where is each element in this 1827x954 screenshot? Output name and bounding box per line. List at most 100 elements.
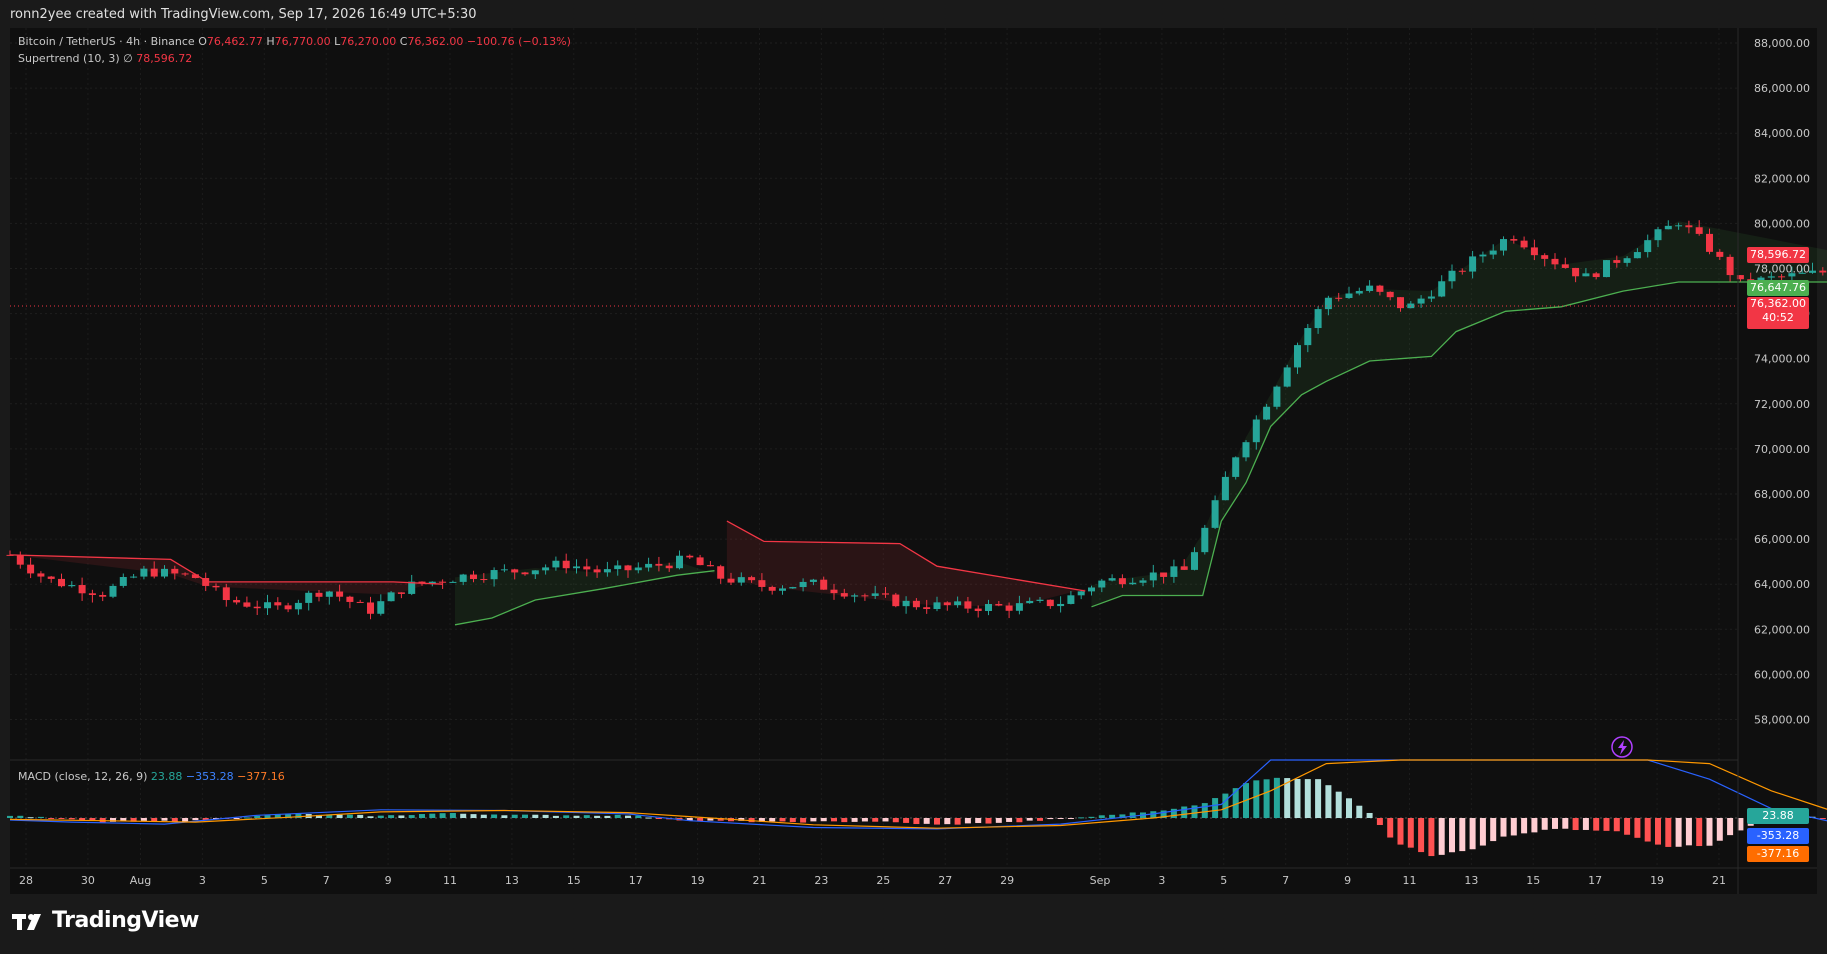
- candle-body: [933, 602, 941, 609]
- candle-body: [27, 564, 35, 574]
- brand[interactable]: TradingView: [12, 908, 199, 933]
- macd-histogram-bar: [1356, 805, 1363, 818]
- macd-histogram-bar: [79, 818, 86, 821]
- macd-histogram-bar: [202, 818, 209, 821]
- high-value: 76,770.00: [274, 35, 331, 48]
- candle-body: [1417, 298, 1425, 304]
- candle-body: [264, 602, 271, 609]
- macd-histogram-bar: [913, 818, 920, 825]
- time-tick-label: 23: [814, 874, 828, 887]
- candle-body: [882, 593, 889, 595]
- candle-body: [686, 555, 694, 558]
- close-label: C: [399, 35, 408, 48]
- candle-body: [500, 569, 508, 571]
- candle-body: [923, 607, 931, 609]
- candle-body: [47, 576, 55, 579]
- candle-body: [37, 573, 45, 577]
- macd-histogram-bar: [810, 818, 817, 822]
- candle-body: [449, 581, 457, 583]
- candle-body: [1582, 273, 1590, 277]
- candle-body: [367, 602, 374, 614]
- macd-histogram-bar: [707, 818, 714, 821]
- time-tick-label: 9: [385, 874, 392, 887]
- macd-histogram-bar: [625, 815, 631, 818]
- macd-histogram-bar: [1366, 812, 1373, 818]
- candle-body: [1057, 603, 1065, 607]
- candle-body: [1376, 285, 1384, 292]
- macd-histogram-bar: [1500, 818, 1507, 837]
- candle-body: [470, 574, 477, 580]
- macd-histogram-bar: [985, 818, 992, 824]
- macd-histogram-bar: [1655, 818, 1661, 845]
- candle-body: [1026, 600, 1034, 604]
- macd-histogram-bar: [7, 815, 13, 818]
- macd-histogram-bar: [779, 818, 786, 822]
- macd-histogram-bar: [923, 818, 930, 824]
- macd-histogram-bar: [697, 818, 704, 822]
- time-axis[interactable]: 28 30 Aug 3 5 7 9 11 13 15 17 19 21 23 25 27 29 Sep 3 5 7 9 11…: [19, 874, 1726, 887]
- macd-histogram-bar: [419, 814, 425, 818]
- macd-histogram-bar: [1418, 818, 1425, 853]
- macd-histogram-bar: [1510, 818, 1517, 836]
- low-value: 76,270.00: [340, 35, 397, 48]
- time-tick-label: Sep: [1090, 874, 1111, 887]
- macd-histogram-bar: [1634, 818, 1641, 838]
- macd-histogram-bar: [1047, 818, 1054, 820]
- macd-histogram-bar: [800, 818, 807, 823]
- candle-body: [480, 579, 488, 581]
- candle-body: [1129, 582, 1137, 585]
- supertrend-down-line: [9, 554, 443, 585]
- candle-body: [861, 595, 869, 597]
- candle-body: [212, 585, 220, 588]
- macd-histogram-bar: [1201, 803, 1208, 818]
- supertrend-up-fill: [455, 561, 715, 625]
- macd-histogram-bar: [1129, 812, 1136, 818]
- macd-histogram-bar: [491, 814, 498, 818]
- candle-body: [799, 581, 807, 588]
- candle-body: [820, 579, 828, 590]
- macd-histogram-bar: [1479, 818, 1486, 846]
- macd-histogram-bar: [635, 815, 642, 818]
- candle-body: [511, 569, 519, 573]
- candle-body: [902, 600, 910, 607]
- candle-body: [727, 578, 735, 583]
- candle-body: [603, 569, 611, 573]
- candle-body: [871, 593, 879, 596]
- symbol-legend[interactable]: Bitcoin / TetherUS · 4h · Binance O76,46…: [18, 35, 571, 48]
- price-tick-label: 70,000.00: [1754, 443, 1810, 456]
- lightning-icon[interactable]: [1611, 736, 1633, 758]
- time-tick-label: 17: [629, 874, 643, 887]
- macd-hist-tag: 23.88: [1747, 808, 1809, 824]
- chart-canvas[interactable]: 88,000.00 86,000.00 84,000.00 82,000.00 80,0…: [0, 0, 1827, 894]
- macd-histogram-bar: [1263, 779, 1270, 818]
- macd-histogram-bar: [594, 815, 601, 818]
- macd-histogram-bar: [27, 817, 34, 819]
- candle-body: [222, 587, 230, 601]
- candle-body: [1767, 276, 1775, 278]
- time-tick-label: 21: [753, 874, 767, 887]
- candle-body: [1263, 406, 1271, 420]
- supertrend-up-tag: 76,647.76: [1747, 280, 1809, 296]
- macd-histogram-bar: [1552, 818, 1558, 829]
- macd-histogram-bar: [1088, 816, 1095, 818]
- supertrend-legend[interactable]: Supertrend (10, 3) ∅ 78,596.72: [18, 52, 192, 65]
- candle-body: [356, 601, 364, 603]
- price-tick-label: 64,000.00: [1754, 578, 1810, 591]
- macd-histogram-bar: [254, 815, 261, 818]
- candle-body: [1623, 258, 1631, 263]
- candles: [6, 220, 1827, 620]
- macd-histogram-bar: [1490, 818, 1497, 842]
- macd-legend[interactable]: MACD (close, 12, 26, 9) 23.88 −353.28 −3…: [18, 770, 285, 783]
- candle-body: [1809, 270, 1816, 273]
- macd-histogram-bar: [408, 815, 415, 818]
- macd-histogram-bar: [1469, 818, 1476, 850]
- macd-histogram-bar: [1160, 810, 1167, 818]
- candle-body: [1160, 572, 1168, 577]
- price-tick-label: 66,000.00: [1754, 533, 1810, 546]
- candle-body: [1819, 270, 1827, 273]
- macd-histogram-bar: [1397, 818, 1404, 845]
- candle-body: [1221, 476, 1229, 501]
- candle-body: [1438, 281, 1446, 297]
- chart-grid: [10, 28, 1738, 868]
- macd-histogram-bar: [1067, 818, 1074, 819]
